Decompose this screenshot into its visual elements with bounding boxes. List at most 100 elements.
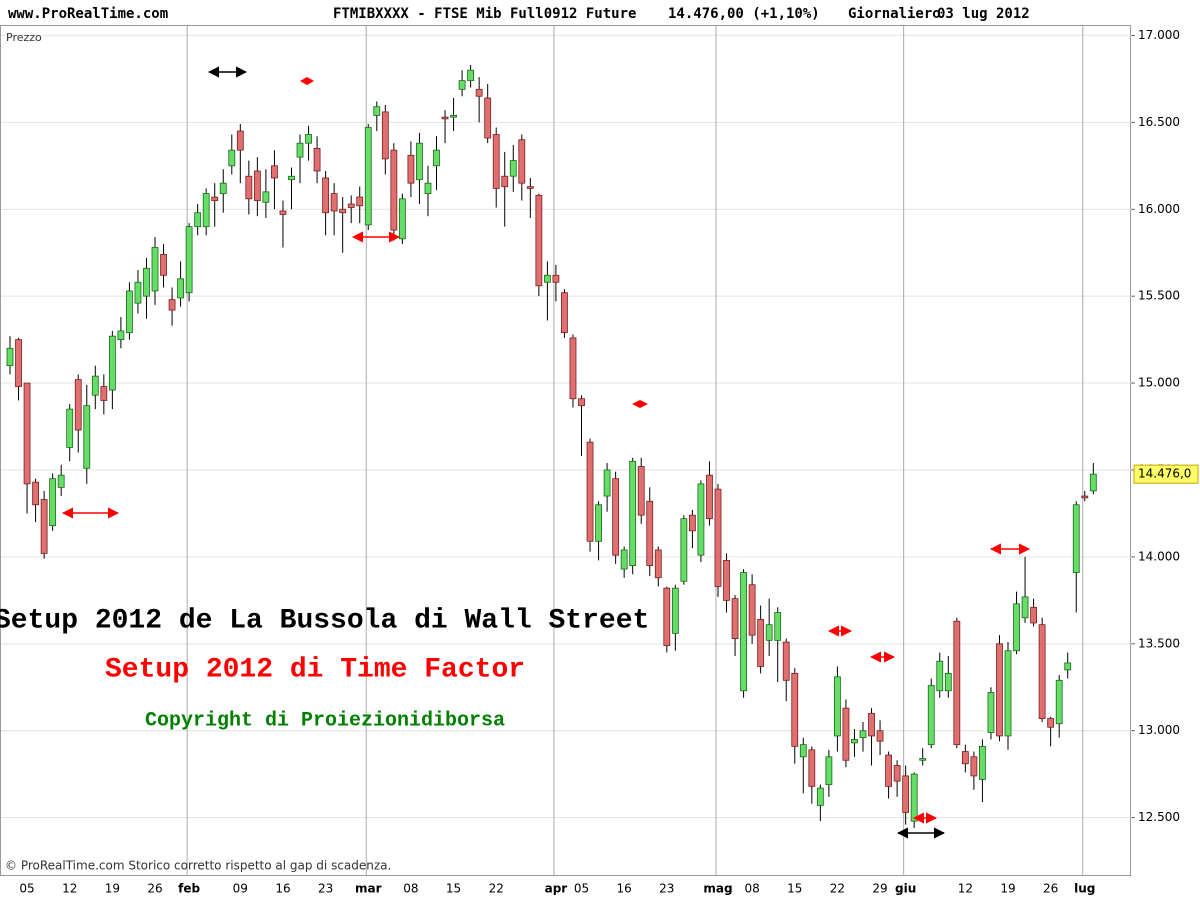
candle-body	[586, 441, 594, 542]
annotation: Setup 2012 di Time Factor	[105, 654, 525, 685]
candle-body	[561, 292, 568, 334]
candle-body	[1030, 606, 1037, 624]
candle-body	[271, 165, 278, 179]
candle-body	[569, 337, 577, 400]
candle-body	[424, 182, 432, 195]
candle-body	[143, 267, 150, 297]
candle-body	[100, 386, 108, 401]
x-tick-label: 22	[489, 882, 504, 896]
candle-body	[160, 254, 167, 276]
candle-body	[450, 114, 457, 118]
candle-body	[552, 274, 560, 283]
x-tick-label: mar	[355, 882, 382, 896]
candle-body	[322, 177, 330, 214]
footer: © ProRealTime.com Storico corretto rispe…	[5, 859, 391, 873]
candle-body	[893, 765, 901, 782]
candle-body	[902, 775, 910, 813]
candle-body	[441, 116, 449, 120]
candle-body	[774, 612, 782, 641]
candle-body	[697, 483, 705, 556]
candle-body	[458, 80, 466, 90]
plot-frame	[0, 25, 1131, 876]
candle-body	[876, 730, 884, 742]
candle-body	[680, 518, 688, 582]
x-tick-label: 08	[744, 882, 759, 896]
candle-body	[1021, 596, 1029, 619]
candle-body	[543, 274, 551, 283]
candle-body	[134, 281, 142, 304]
candle-body	[629, 460, 637, 566]
x-tick-label: 19	[1000, 882, 1015, 896]
candle-body	[842, 707, 850, 761]
candle-body	[868, 712, 875, 737]
candle-body	[987, 692, 995, 733]
annotation: Setup 2012 de La Bussola di Wall Street	[0, 605, 649, 636]
candle-body	[356, 196, 364, 207]
candle-body	[6, 347, 14, 367]
x-tick-label: 26	[1043, 882, 1058, 896]
candle-body	[885, 754, 892, 787]
candle-body	[646, 500, 654, 566]
candle-body	[851, 739, 858, 744]
candle-body	[612, 478, 620, 556]
annotation: Copyright di Proiezionidiborsa	[145, 709, 505, 732]
candle-body	[467, 69, 475, 82]
y-tick-label: 13.000	[1138, 723, 1180, 737]
x-tick-label: 15	[446, 882, 461, 896]
candle-body	[953, 620, 961, 746]
x-tick-label: mag	[703, 882, 732, 896]
x-tick-label: 16	[617, 882, 632, 896]
candle-body	[595, 504, 602, 542]
candle-body	[108, 335, 116, 391]
y-tick-label: 12.500	[1138, 810, 1180, 824]
candle-body	[91, 375, 99, 396]
candle-body	[834, 676, 841, 737]
candle-body	[910, 773, 918, 822]
candle-body	[509, 160, 517, 177]
instrument: FTMIBXXXX - FTSE Mib Full0912 Future	[333, 6, 636, 22]
arrows	[61, 66, 1031, 839]
diamond	[300, 77, 314, 85]
candle-body	[663, 587, 671, 646]
x-tick-label: 29	[872, 882, 887, 896]
candle-body	[253, 170, 261, 201]
candle-body	[526, 186, 534, 189]
candle-body	[364, 127, 372, 226]
candle-body	[1047, 718, 1055, 728]
candle-body	[475, 88, 483, 97]
candle-body	[168, 299, 176, 311]
candle-body	[219, 182, 227, 195]
candle-body	[603, 469, 611, 497]
candle-body	[765, 624, 773, 641]
candle-body	[74, 379, 82, 431]
candle-body	[944, 672, 952, 692]
candle-body	[782, 641, 790, 681]
x-tick-label: 19	[105, 882, 120, 896]
candle-body	[185, 226, 193, 294]
y-tick-label: 16.000	[1138, 202, 1180, 216]
candle-body	[40, 499, 48, 554]
candle-body	[1064, 662, 1072, 671]
candle-body	[748, 584, 756, 636]
candle-body	[808, 749, 816, 787]
candle-body	[211, 196, 219, 201]
last-price-label: 14.476,0	[1138, 467, 1191, 481]
candle-body	[117, 330, 125, 341]
candle-body	[535, 194, 543, 287]
x-tick-label: 16	[275, 882, 290, 896]
candle-body	[1072, 504, 1080, 573]
candle-body	[66, 408, 74, 448]
x-tick-label: 23	[659, 882, 674, 896]
candle-body	[706, 474, 713, 520]
x-tick-label: giu	[895, 882, 916, 896]
x-tick-label: feb	[178, 882, 200, 896]
diamond	[632, 400, 648, 408]
candle-body	[1081, 495, 1089, 499]
candle-body	[126, 290, 133, 334]
candle-body	[398, 198, 406, 240]
candle-body	[518, 139, 526, 184]
candle-body	[723, 559, 730, 601]
x-tick-label: apr	[545, 882, 568, 896]
candle-body	[671, 587, 679, 634]
